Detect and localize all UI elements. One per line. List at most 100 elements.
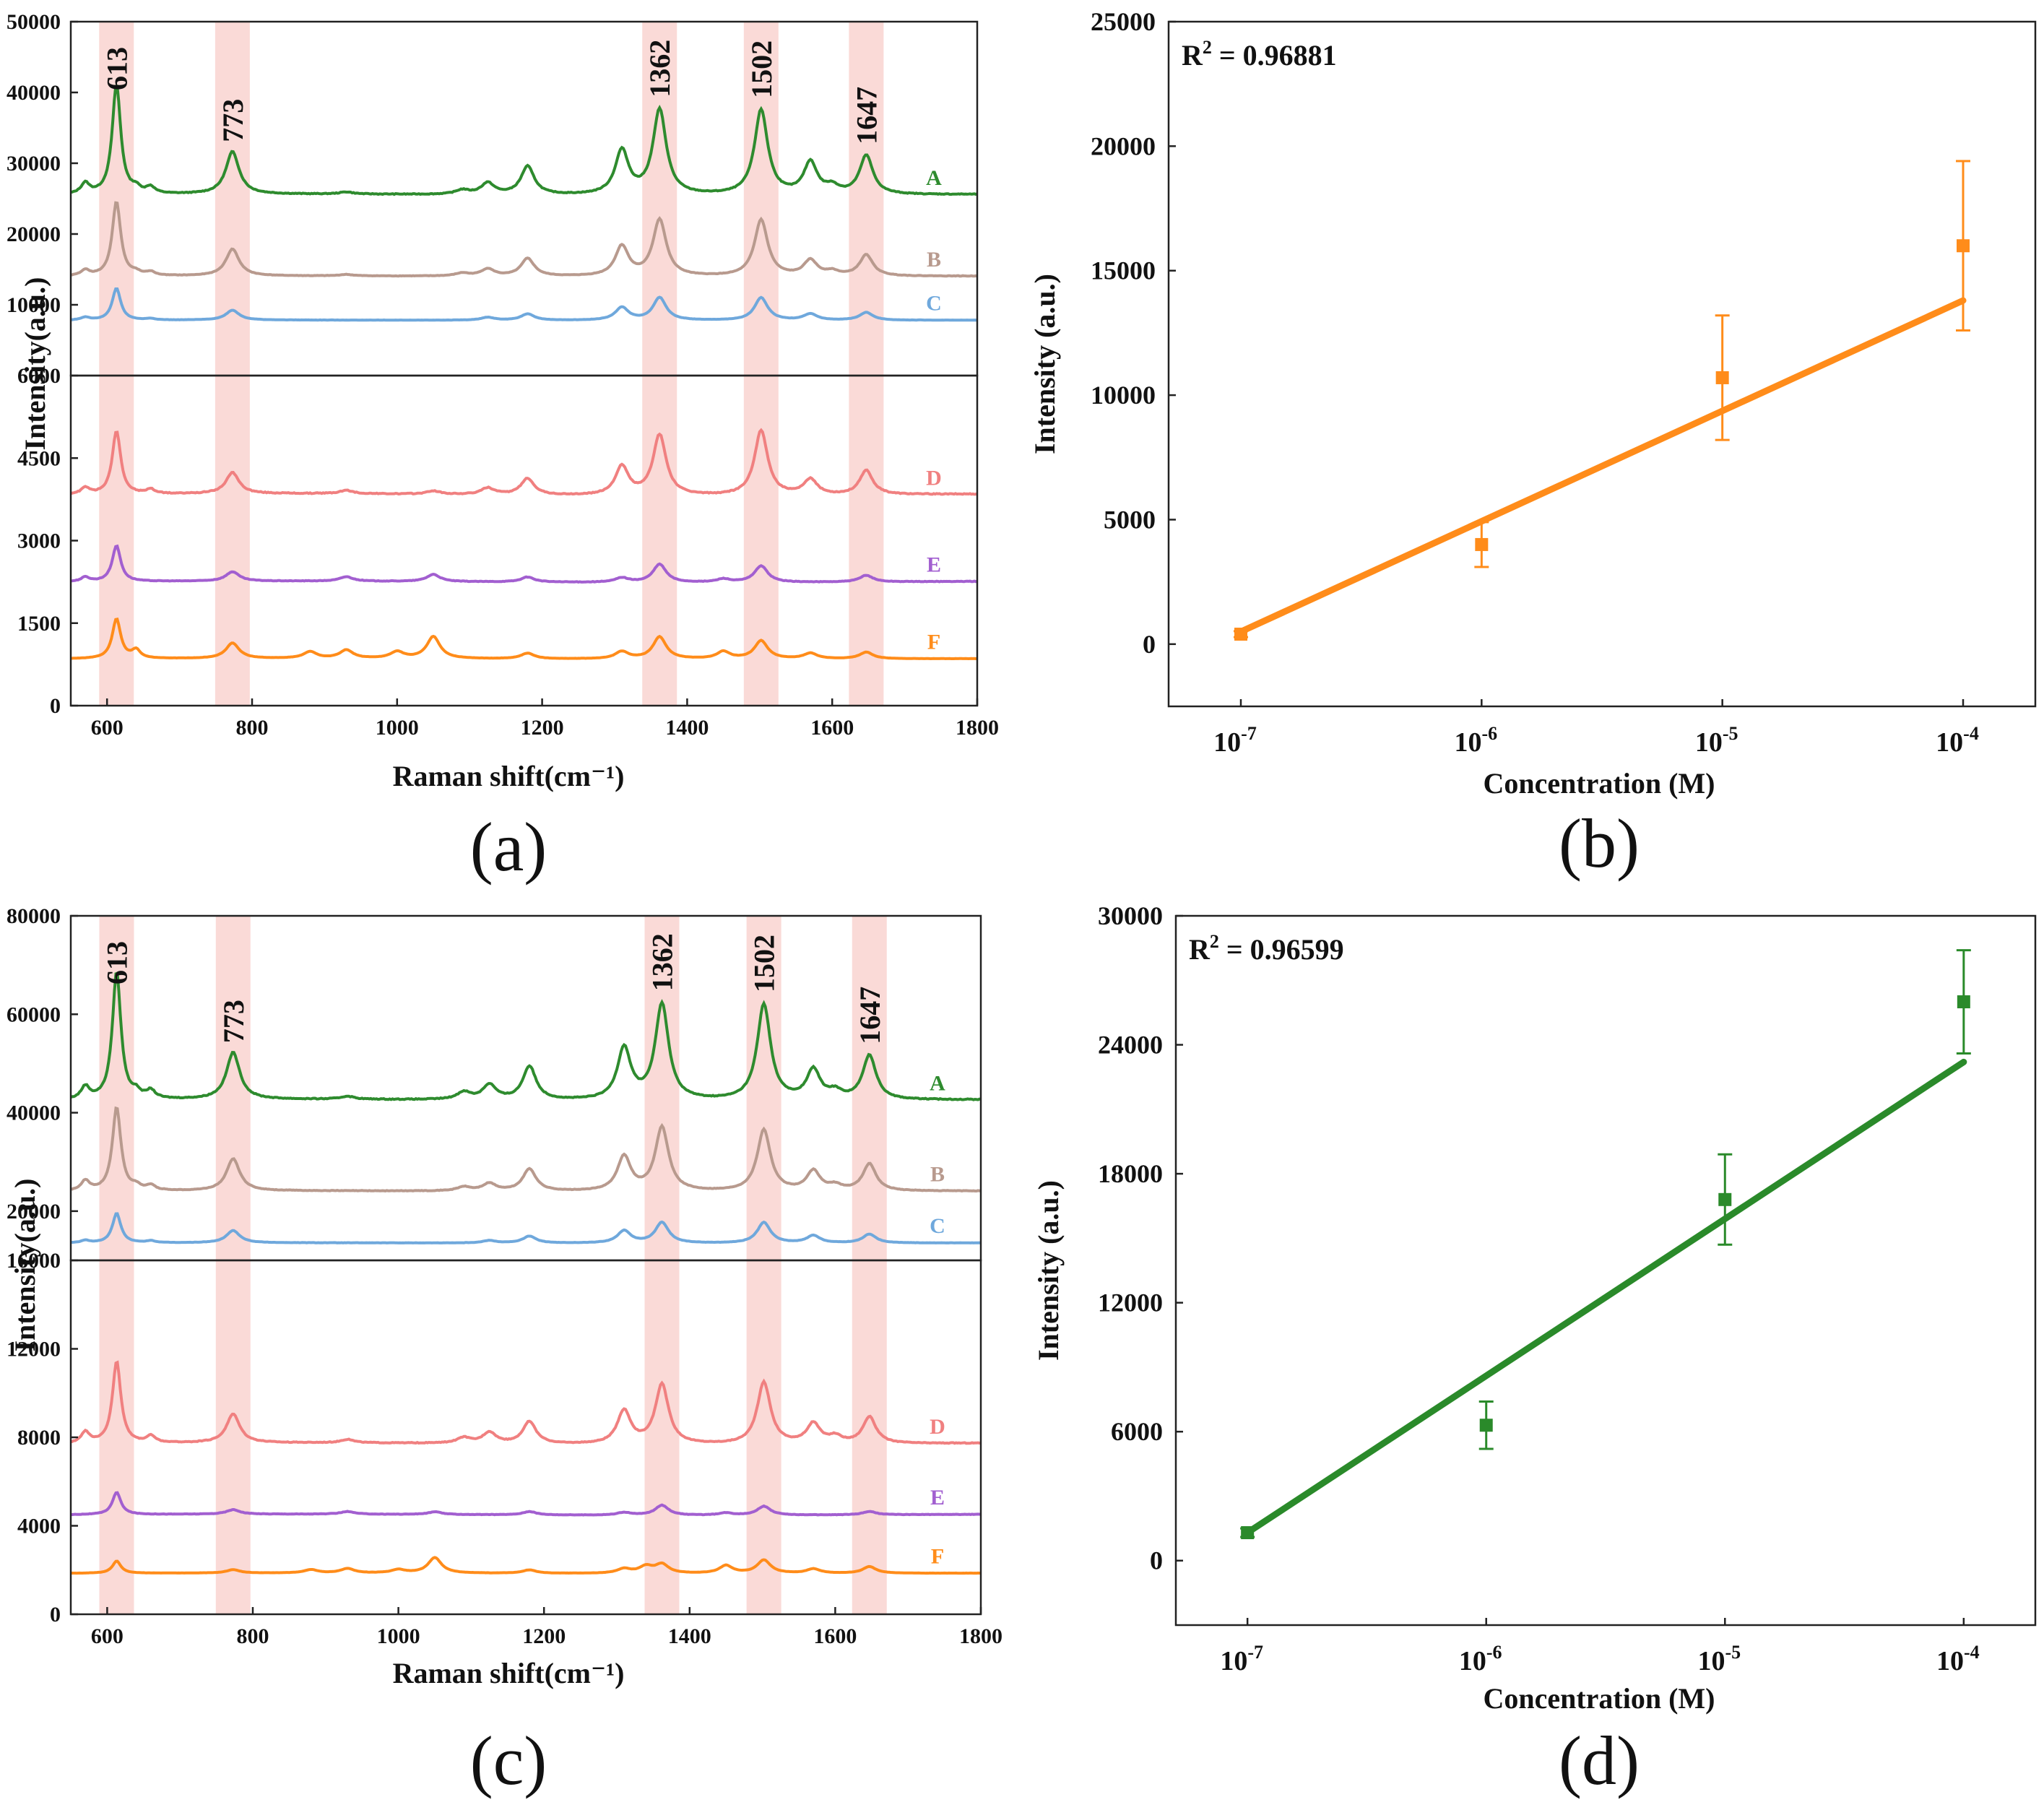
upper-axes-frame bbox=[69, 914, 982, 1262]
panel-label: (c) bbox=[470, 1722, 547, 1799]
y-axis-title: Intensity(a.u.) bbox=[19, 277, 51, 450]
lower-y-tick-label: 3000 bbox=[17, 529, 61, 553]
y-tick-label: 25000 bbox=[1091, 7, 1156, 36]
x-tick-label: 800 bbox=[236, 716, 269, 740]
highlight-band-773 bbox=[215, 916, 251, 1614]
data-point bbox=[1241, 1526, 1255, 1540]
r2-symbol: R bbox=[1182, 39, 1203, 72]
lower-y-tick-label: 4000 bbox=[17, 1515, 61, 1538]
x-tick-exponent: -7 bbox=[1247, 1642, 1263, 1663]
series-label-B: B bbox=[930, 1163, 945, 1187]
y-axis-title: Intensity (a.u.) bbox=[1032, 1180, 1065, 1361]
panel-label: (d) bbox=[1559, 1722, 1640, 1799]
x-tick-label: 10-6 bbox=[1454, 723, 1497, 758]
upper-y-tick-label: 40000 bbox=[7, 1101, 61, 1125]
panel-label: (b) bbox=[1559, 805, 1640, 882]
highlight-band-1502 bbox=[746, 916, 781, 1614]
x-tick-label: 600 bbox=[91, 716, 124, 740]
y-tick-label: 18000 bbox=[1098, 1159, 1163, 1188]
x-axis-title: Concentration (M) bbox=[1483, 767, 1715, 800]
lower-y-tick-label: 8000 bbox=[17, 1426, 61, 1450]
x-tick-base: 10 bbox=[1936, 1646, 1964, 1676]
series-label-A: A bbox=[926, 166, 942, 190]
x-tick-label: 800 bbox=[237, 1624, 269, 1648]
series-label-C: C bbox=[926, 292, 942, 316]
x-tick-exponent: -7 bbox=[1241, 723, 1257, 744]
x-axis-title: Raman shift(cm⁻¹) bbox=[393, 1657, 625, 1689]
peak-label-1647: 1647 bbox=[854, 987, 886, 1044]
x-tick-label: 1400 bbox=[665, 716, 709, 740]
lower-y-tick-label: 0 bbox=[50, 694, 61, 718]
series-line-D bbox=[70, 1360, 982, 1445]
series-label-A: A bbox=[930, 1072, 945, 1096]
y-tick-label: 15000 bbox=[1091, 256, 1156, 285]
y-tick-label: 24000 bbox=[1098, 1031, 1163, 1060]
y-tick-label: 20000 bbox=[1091, 131, 1156, 160]
y-tick-label: 10000 bbox=[1091, 381, 1156, 410]
series-line-D bbox=[70, 428, 978, 496]
x-tick-exponent: -4 bbox=[1963, 723, 1979, 744]
series-label-B: B bbox=[927, 248, 941, 272]
lower-y-tick-label: 16000 bbox=[7, 1249, 61, 1273]
x-tick-label: 10-5 bbox=[1695, 723, 1738, 758]
x-tick-base: 10 bbox=[1459, 1646, 1486, 1676]
upper-y-tick-label: 50000 bbox=[7, 10, 61, 34]
peak-label-613: 613 bbox=[100, 47, 133, 90]
x-tick-label: 600 bbox=[91, 1624, 124, 1648]
series-label-E: E bbox=[927, 553, 941, 577]
upper-axes-frame bbox=[69, 20, 979, 377]
x-axis-title: Raman shift(cm⁻¹) bbox=[393, 760, 625, 792]
y-axis-title: Intensity(a.u.) bbox=[9, 1178, 41, 1351]
x-tick-base: 10 bbox=[1454, 727, 1481, 758]
upper-y-tick-label: 30000 bbox=[7, 152, 61, 176]
series-line-E bbox=[70, 544, 978, 584]
x-tick-label: 1800 bbox=[959, 1624, 1002, 1648]
x-tick-base: 10 bbox=[1697, 1646, 1725, 1676]
r2-symbol: R bbox=[1189, 933, 1211, 966]
series-line-F bbox=[71, 1556, 982, 1575]
series-line-C bbox=[71, 287, 978, 322]
upper-y-tick-label: 20000 bbox=[7, 1200, 61, 1224]
r2-superscript: 2 bbox=[1203, 37, 1212, 58]
x-tick-label: 10-4 bbox=[1936, 1642, 1980, 1676]
series-line-A bbox=[70, 971, 982, 1101]
x-tick-label: 1200 bbox=[522, 1624, 566, 1648]
y-tick-label: 5000 bbox=[1104, 505, 1156, 534]
x-tick-exponent: -6 bbox=[1481, 723, 1497, 744]
peak-label-1502: 1502 bbox=[745, 40, 778, 98]
y-tick-label: 0 bbox=[1150, 1546, 1163, 1575]
upper-y-tick-label: 20000 bbox=[7, 222, 61, 246]
highlight-band-1362 bbox=[642, 22, 677, 706]
highlight-band-1502 bbox=[743, 22, 779, 706]
r-squared-label: R2 = 0.96881 bbox=[1182, 37, 1337, 72]
panel-label: (a) bbox=[470, 808, 547, 885]
x-tick-label: 10-5 bbox=[1697, 1642, 1741, 1676]
series-label-D: D bbox=[926, 466, 942, 490]
highlight-band-1647 bbox=[849, 22, 884, 706]
highlight-band-1647 bbox=[852, 916, 887, 1614]
upper-y-tick-label: 10000 bbox=[7, 293, 61, 317]
data-point bbox=[1715, 371, 1729, 384]
highlight-band-773 bbox=[215, 22, 250, 706]
axes-frame bbox=[1174, 914, 2037, 1627]
r2-superscript: 2 bbox=[1210, 931, 1219, 952]
x-tick-label: 1000 bbox=[377, 1624, 420, 1648]
x-tick-label: 10-6 bbox=[1459, 1642, 1502, 1676]
peak-label-613: 613 bbox=[101, 941, 134, 984]
x-tick-exponent: -6 bbox=[1486, 1642, 1502, 1663]
x-tick-exponent: -5 bbox=[1725, 1642, 1741, 1663]
x-tick-label: 10-4 bbox=[1936, 723, 1979, 758]
data-point bbox=[1957, 995, 1970, 1009]
x-tick-label: 1600 bbox=[813, 1624, 857, 1648]
x-axis-title: Concentration (M) bbox=[1483, 1682, 1715, 1715]
upper-y-tick-label: 40000 bbox=[7, 81, 61, 105]
peak-label-1502: 1502 bbox=[748, 935, 781, 992]
data-point bbox=[1718, 1192, 1732, 1206]
data-point bbox=[1957, 239, 1970, 253]
lower-y-tick-label: 1500 bbox=[17, 612, 61, 636]
x-tick-label: 1000 bbox=[376, 716, 419, 740]
y-tick-label: 30000 bbox=[1098, 901, 1163, 930]
x-tick-exponent: -5 bbox=[1723, 723, 1738, 744]
